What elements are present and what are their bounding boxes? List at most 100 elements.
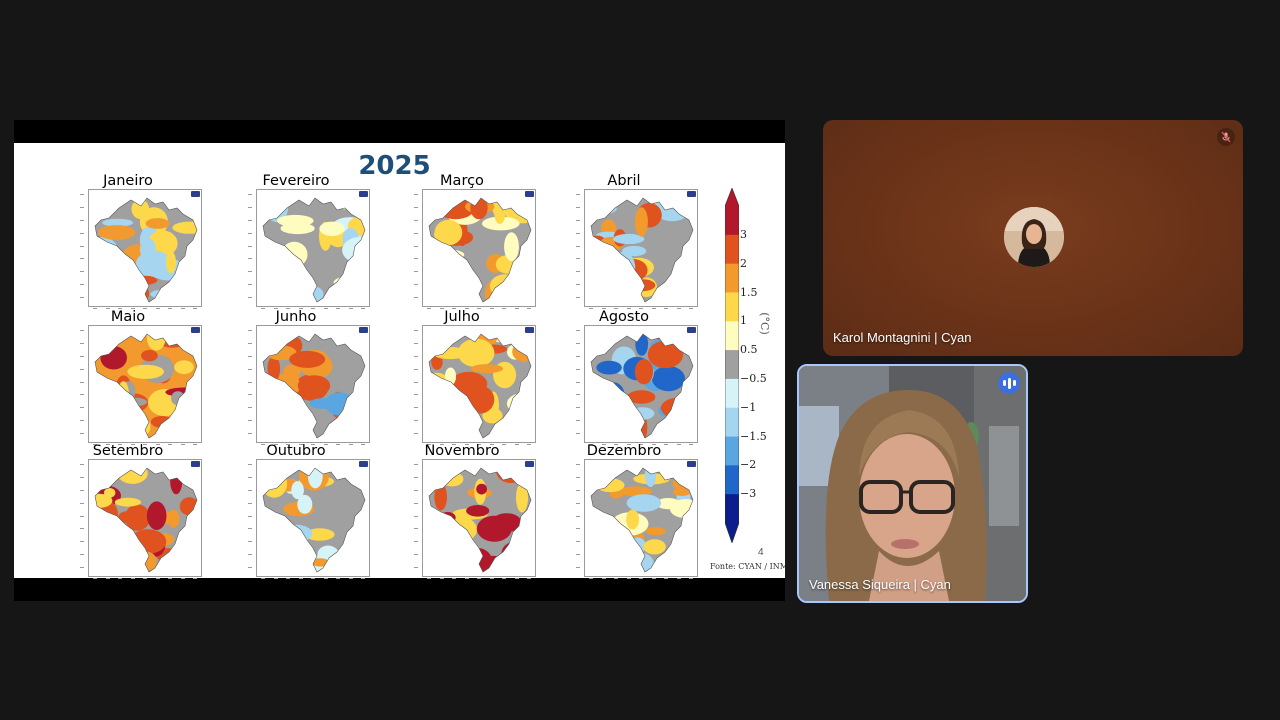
x-axis-ticks	[427, 444, 531, 447]
y-axis-ticks	[248, 464, 254, 568]
colorbar-segment	[725, 350, 739, 380]
participant-tile-vanessa[interactable]: Vanessa Siqueira | Cyan	[797, 364, 1028, 603]
y-axis-ticks	[576, 330, 582, 434]
page-number: 4	[758, 547, 764, 558]
anomaly-map	[414, 189, 536, 309]
anomaly-map	[80, 325, 202, 445]
x-axis-ticks	[589, 444, 693, 447]
colorbar-segment	[725, 436, 739, 466]
month-panel: Junho	[216, 309, 376, 445]
month-label: Maio	[110, 309, 146, 325]
inmet-logo	[525, 191, 534, 197]
y-axis-ticks	[414, 194, 420, 298]
colorbar-segment	[725, 234, 739, 265]
month-panel: Março	[382, 173, 542, 309]
colorbar-tick-label: 1	[740, 314, 747, 328]
inmet-logo	[687, 327, 696, 333]
month-panel: Novembro	[382, 443, 542, 579]
participant-video	[799, 366, 1026, 601]
inmet-logo	[687, 191, 696, 197]
y-axis-ticks	[248, 330, 254, 434]
inmet-logo	[191, 327, 200, 333]
colorbar-tick-label: 1.5	[740, 285, 758, 299]
x-axis-ticks	[427, 308, 531, 311]
month-label: Fevereiro	[262, 173, 330, 189]
colorbar-tick-label: 2	[740, 256, 747, 270]
inmet-logo	[359, 461, 368, 467]
month-label: Junho	[275, 309, 317, 325]
anomaly-map	[248, 325, 370, 445]
anomaly-map	[414, 325, 536, 445]
month-panel: Fevereiro	[216, 173, 376, 309]
colorbar-tick-label: −2	[740, 458, 757, 472]
colorbar-tick-label: −1.5	[740, 429, 767, 443]
x-axis-ticks	[427, 578, 531, 581]
x-axis-ticks	[589, 308, 693, 311]
y-axis-ticks	[576, 464, 582, 568]
colorbar-segment	[725, 206, 739, 236]
avatar	[1004, 207, 1064, 267]
x-axis-ticks	[93, 578, 197, 581]
month-panel: Dezembro	[544, 443, 704, 579]
presentation-stage: 2025 Janeiro Fevereiro Março Abril Maio Junho…	[14, 120, 785, 601]
x-axis-ticks	[261, 308, 365, 311]
month-label: Novembro	[424, 443, 500, 459]
month-label: Julho	[444, 309, 480, 325]
inmet-logo	[359, 327, 368, 333]
inmet-logo	[191, 461, 200, 467]
colorbar-segment	[725, 378, 739, 409]
x-axis-ticks	[93, 444, 197, 447]
participant-name: Karol Montagnini | Cyan	[833, 330, 972, 345]
colorbar-segment	[725, 407, 739, 438]
month-panel: Setembro	[48, 443, 208, 579]
slide-title: 2025	[358, 151, 431, 181]
y-axis-ticks	[248, 194, 254, 298]
month-panel: Janeiro	[48, 173, 208, 309]
colorbar-tick-label: −3	[740, 487, 757, 501]
month-label: Dezembro	[586, 443, 662, 459]
anomaly-map	[80, 189, 202, 309]
month-panel: Agosto	[544, 309, 704, 445]
colorbar-arrow-top	[725, 188, 739, 206]
slide: 2025 Janeiro Fevereiro Março Abril Maio Junho…	[14, 143, 785, 579]
month-label: Agosto	[598, 309, 650, 325]
anomaly-map	[414, 459, 536, 579]
colorbar	[725, 188, 739, 543]
colorbar-tick-label: −0.5	[740, 371, 767, 385]
y-axis-ticks	[80, 464, 86, 568]
y-axis-ticks	[80, 194, 86, 298]
colorbar-segment	[725, 292, 739, 322]
participant-tile-karol[interactable]: Karol Montagnini | Cyan	[823, 120, 1243, 356]
month-label: Janeiro	[103, 173, 153, 189]
y-axis-ticks	[80, 330, 86, 434]
colorbar-tick-label: 3	[740, 227, 747, 241]
anomaly-map	[576, 325, 698, 445]
inmet-logo	[191, 191, 200, 197]
y-axis-ticks	[576, 194, 582, 298]
inmet-logo	[359, 191, 368, 197]
inmet-logo	[525, 461, 534, 467]
anomaly-map	[248, 459, 370, 579]
colorbar-unit: (°C)	[757, 312, 771, 335]
x-axis-ticks	[261, 578, 365, 581]
month-panel: Abril	[544, 173, 704, 311]
participant-name: Vanessa Siqueira | Cyan	[809, 577, 951, 592]
colorbar-segment	[725, 494, 739, 524]
month-label: Outubro	[266, 443, 326, 459]
month-panel: Maio	[48, 309, 208, 445]
colorbar-arrow-bottom	[725, 523, 739, 543]
month-panel: Julho	[382, 309, 542, 445]
anomaly-map	[576, 459, 698, 579]
inmet-logo	[687, 461, 696, 467]
x-axis-ticks	[93, 308, 197, 311]
colorbar-segment	[725, 263, 739, 293]
y-axis-ticks	[414, 330, 420, 434]
x-axis-ticks	[261, 444, 365, 447]
colorbar-tick-label: 0.5	[740, 343, 758, 357]
anomaly-map	[248, 189, 370, 309]
month-panel: Outubro	[216, 443, 376, 579]
anomaly-map	[80, 459, 202, 579]
month-label: Abril	[607, 173, 641, 189]
mic-off-icon	[1217, 128, 1235, 146]
colorbar-segment	[725, 321, 739, 351]
